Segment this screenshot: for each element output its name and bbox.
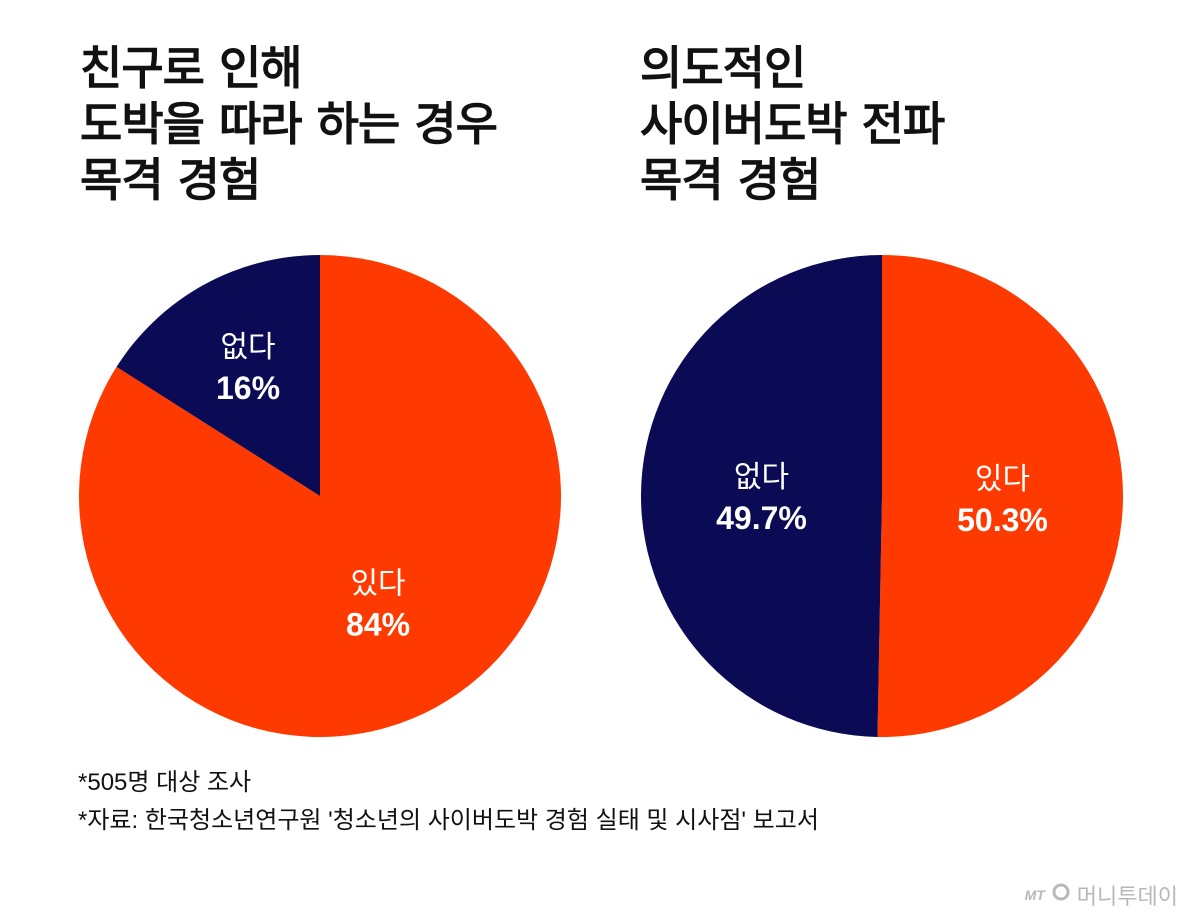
title-line: 의도적인 xyxy=(640,41,806,95)
slice-label: 있다 50.3% xyxy=(957,463,1048,538)
title-line: 목격 경험 xyxy=(640,153,821,207)
slice-label: 있다 84% xyxy=(346,568,410,643)
pie-slice-no xyxy=(640,255,882,737)
slice-label: 없다 49.7% xyxy=(716,461,807,536)
footnote-sample: *505명 대상 조사 xyxy=(78,769,252,796)
slice-category-label: 있다 xyxy=(350,568,405,601)
slice-value-label: 49.7% xyxy=(716,500,807,536)
slice-value-label: 16% xyxy=(216,370,280,406)
slice-label: 없다 16% xyxy=(216,331,280,406)
chart-title-right: 의도적인 사이버도박 전파 목격 경험 xyxy=(640,40,945,208)
slice-value-label: 50.3% xyxy=(957,502,1048,538)
title-line: 친구로 인해 xyxy=(80,41,303,95)
title-line: 목격 경험 xyxy=(80,153,261,207)
slice-category-label: 있다 xyxy=(975,463,1030,496)
pie-chart-left: 있다 84% 없다 16% xyxy=(79,255,561,737)
chart-title-left: 친구로 인해 도박을 따라 하는 경우 목격 경험 xyxy=(80,40,498,208)
title-line: 도박을 따라 하는 경우 xyxy=(80,97,498,151)
footnotes: *505명 대상 조사 *자료: 한국청소년연구원 '청소년의 사이버도박 경험… xyxy=(78,764,819,840)
brand-name: 머니투데이 xyxy=(1076,884,1178,909)
brand-mt-logo: MT xyxy=(1024,887,1045,903)
pie-slice-yes xyxy=(877,255,1123,737)
brand-logo: MT 머니투데이 xyxy=(1025,879,1178,911)
slice-category-label: 없다 xyxy=(220,331,275,364)
pie-slice-no xyxy=(116,255,320,496)
footnote-source: *자료: 한국청소년연구원 '청소년의 사이버도박 경험 실태 및 시사점' 보… xyxy=(78,807,819,834)
title-line: 사이버도박 전파 xyxy=(640,97,945,151)
slice-value-label: 84% xyxy=(346,607,410,643)
brand-o-icon xyxy=(1051,882,1071,908)
slice-category-label: 없다 xyxy=(734,461,789,494)
pie-chart-right: 있다 50.3% 없다 49.7% xyxy=(640,255,1123,737)
